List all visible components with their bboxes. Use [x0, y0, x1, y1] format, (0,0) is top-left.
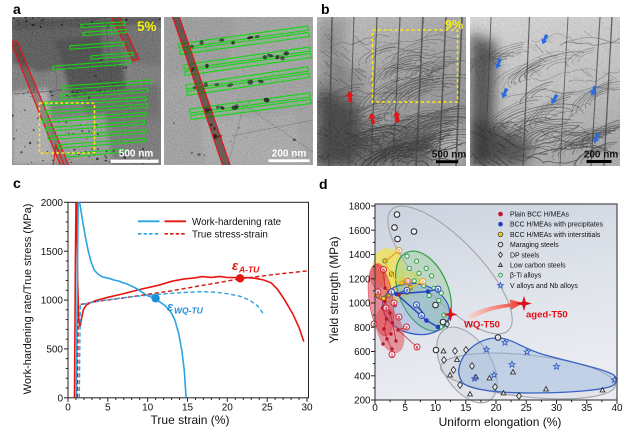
svg-text:20: 20	[490, 403, 502, 414]
svg-text:WQ-T50: WQ-T50	[464, 320, 500, 331]
svg-text:0: 0	[65, 403, 71, 414]
svg-text:15: 15	[182, 403, 194, 414]
svg-text:8: 8	[382, 267, 385, 273]
svg-text:Uniform elongation (%): Uniform elongation (%)	[439, 415, 562, 429]
svg-text:BCC H/MEAs with interstitials: BCC H/MEAs with interstitials	[510, 232, 601, 239]
svg-text:30: 30	[551, 403, 563, 414]
svg-text:aged-T50: aged-T50	[526, 310, 568, 321]
svg-text:A-TU: A-TU	[238, 265, 260, 275]
svg-text:20: 20	[222, 403, 234, 414]
svg-text:1600: 1600	[349, 226, 371, 237]
svg-text:2000: 2000	[41, 198, 64, 209]
svg-text:1: 1	[391, 352, 394, 358]
svg-text:500 nm: 500 nm	[119, 149, 154, 160]
svg-text:1: 1	[390, 290, 393, 296]
svg-text:1000: 1000	[41, 296, 64, 307]
svg-text:800: 800	[354, 323, 371, 334]
svg-text:d: d	[319, 176, 328, 192]
svg-text:4: 4	[420, 313, 423, 319]
svg-text:ε: ε	[167, 299, 174, 314]
svg-text:Yield strength (MPa): Yield strength (MPa)	[327, 236, 341, 343]
svg-text:200 nm: 200 nm	[584, 149, 619, 160]
svg-text:Low carbon steels: Low carbon steels	[510, 263, 566, 270]
svg-text:Maraging steels: Maraging steels	[510, 242, 559, 249]
svg-text:500 nm: 500 nm	[432, 149, 467, 160]
svg-text:0: 0	[57, 393, 63, 404]
svg-text:5: 5	[402, 403, 408, 414]
svg-text:9%: 9%	[445, 18, 463, 32]
svg-text:True stress-strain: True stress-strain	[192, 230, 268, 241]
svg-text:0: 0	[372, 403, 378, 414]
svg-text:200: 200	[354, 396, 371, 407]
svg-text:6: 6	[377, 290, 380, 296]
svg-text:5: 5	[437, 287, 440, 293]
svg-text:5: 5	[398, 315, 401, 321]
svg-text:500: 500	[46, 345, 63, 356]
svg-text:True strain (%): True strain (%)	[151, 413, 230, 427]
svg-text:ε: ε	[232, 258, 239, 273]
svg-text:7: 7	[373, 322, 376, 328]
svg-text:WQ-TU: WQ-TU	[174, 306, 204, 316]
svg-text:BCC H/MEAs with precipitates: BCC H/MEAs with precipitates	[510, 222, 604, 229]
svg-text:3: 3	[415, 303, 418, 309]
svg-text:10: 10	[142, 403, 154, 414]
svg-text:DP steels: DP steels	[510, 252, 540, 259]
svg-text:15: 15	[460, 403, 472, 414]
svg-text:1200: 1200	[349, 274, 371, 285]
svg-text:5: 5	[105, 403, 111, 414]
svg-text:35: 35	[581, 403, 593, 414]
svg-text:Work-hardening rate: Work-hardening rate	[192, 217, 282, 228]
svg-text:a: a	[13, 1, 21, 17]
svg-text:1000: 1000	[349, 299, 371, 310]
svg-text:4: 4	[393, 301, 396, 307]
svg-text:5%: 5%	[137, 19, 157, 34]
svg-text:Work-hardening rate/True stres: Work-hardening rate/True stress (MPa)	[22, 204, 34, 395]
svg-text:Plain BCC H/MEAs: Plain BCC H/MEAs	[510, 212, 570, 219]
svg-text:β-Ti alloys: β-Ti alloys	[510, 273, 542, 280]
svg-text:1500: 1500	[41, 247, 64, 258]
svg-text:9: 9	[416, 345, 419, 351]
svg-text:11: 11	[405, 279, 410, 285]
svg-text:2: 2	[406, 288, 409, 294]
svg-text:1800: 1800	[349, 202, 371, 213]
svg-text:2: 2	[405, 325, 408, 331]
svg-text:1: 1	[421, 279, 424, 285]
svg-text:400: 400	[354, 371, 371, 382]
svg-text:2: 2	[398, 248, 401, 254]
svg-text:V alloys and Nb alloys: V alloys and Nb alloys	[510, 283, 578, 290]
svg-text:40: 40	[611, 403, 623, 414]
svg-text:b: b	[321, 1, 330, 17]
svg-text:30: 30	[301, 403, 313, 414]
svg-text:200 nm: 200 nm	[272, 149, 307, 160]
svg-text:25: 25	[262, 403, 274, 414]
svg-text:1400: 1400	[349, 250, 371, 261]
svg-text:3: 3	[385, 306, 388, 312]
svg-text:10: 10	[430, 403, 442, 414]
svg-text:25: 25	[521, 403, 533, 414]
svg-text:600: 600	[354, 347, 371, 358]
svg-text:c: c	[13, 175, 21, 191]
